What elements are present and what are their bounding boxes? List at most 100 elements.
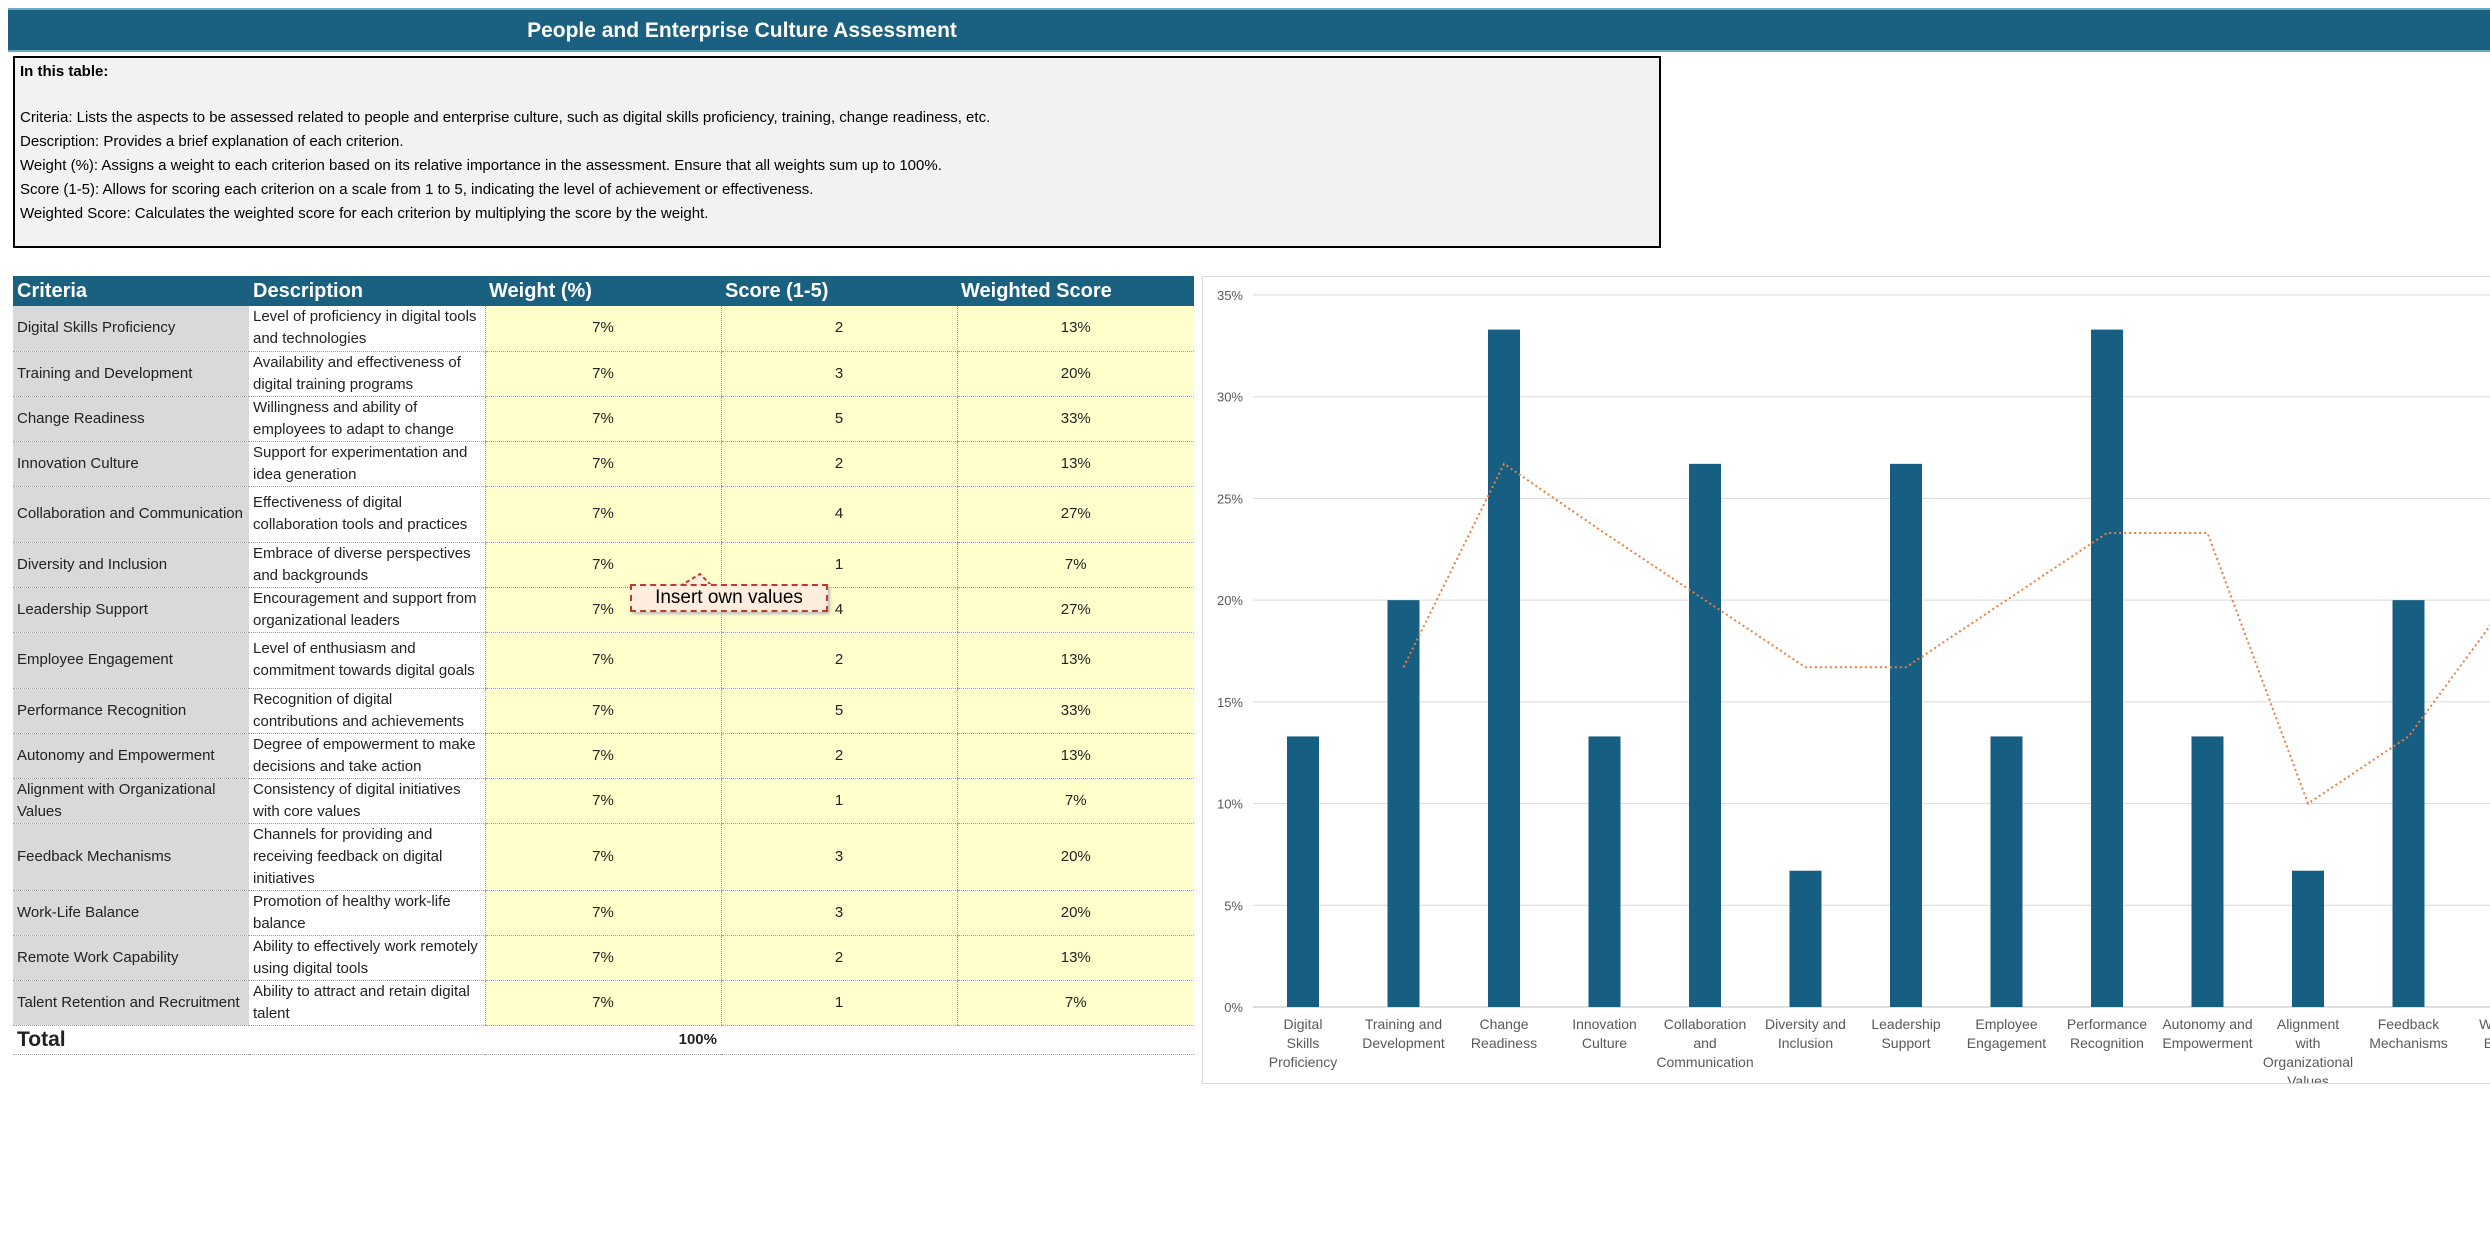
weighted-score-cell[interactable]: 13% <box>956 306 1194 352</box>
weight-cell[interactable]: 7% <box>484 542 721 588</box>
score-cell[interactable]: 1 <box>720 980 957 1026</box>
weighted-score-chart[interactable]: 0% 5% 10% 15% 20% 25% 30% 35% Digital Skills Profi… <box>1202 276 2490 1089</box>
criteria-cell[interactable]: Performance Recognition <box>13 688 249 734</box>
weighted-score-cell[interactable]: 13% <box>956 632 1194 689</box>
info-line: Criteria: Lists the aspects to be assess… <box>20 109 991 126</box>
weight-cell[interactable]: 7% <box>484 688 721 734</box>
trend-line <box>1402 462 2490 806</box>
criteria-cell[interactable]: Autonomy and Empowerment <box>13 733 249 779</box>
weighted-score-cell[interactable]: 7% <box>956 980 1194 1026</box>
weight-cell[interactable]: 7% <box>484 935 721 981</box>
x-tick-label: Performance Recognition <box>2067 1016 2147 1051</box>
weighted-score-cell[interactable]: 13% <box>956 441 1194 487</box>
weight-cell[interactable]: 7% <box>484 980 721 1026</box>
criteria-cell[interactable]: Feedback Mechanisms <box>13 823 249 891</box>
total-empty-cell[interactable] <box>957 1025 1194 1055</box>
total-empty-cell[interactable] <box>249 1025 485 1055</box>
header-weighted-score[interactable]: Weighted Score <box>957 276 1194 306</box>
total-empty-cell[interactable] <box>721 1025 957 1055</box>
x-tick-label: Digital Skills Proficiency <box>1269 1016 1337 1070</box>
description-cell[interactable]: Channels for providing and receiving fee… <box>249 823 485 891</box>
weighted-score-cell[interactable]: 13% <box>956 935 1194 981</box>
weight-cell[interactable]: 7% <box>484 486 721 543</box>
description-cell[interactable]: Encouragement and support from organizat… <box>249 587 485 633</box>
weighted-score-cell[interactable]: 13% <box>956 733 1194 779</box>
weighted-score-cell[interactable]: 20% <box>956 823 1194 891</box>
weight-cell[interactable]: 7% <box>484 733 721 779</box>
criteria-cell[interactable]: Digital Skills Proficiency <box>13 306 249 352</box>
criteria-cell[interactable]: Change Readiness <box>13 396 249 442</box>
weight-cell[interactable]: 7% <box>484 632 721 689</box>
description-cell[interactable]: Willingness and ability of employees to … <box>249 396 485 442</box>
description-cell[interactable]: Recognition of digital contributions and… <box>249 688 485 734</box>
description-cell[interactable]: Support for experimentation and idea gen… <box>249 441 485 487</box>
criteria-cell[interactable]: Employee Engagement <box>13 632 249 689</box>
weighted-score-cell[interactable]: 27% <box>956 486 1194 543</box>
table-row: Training and Development Availability and… <box>13 351 1194 397</box>
weight-cell[interactable]: 7% <box>484 351 721 397</box>
page-title: People and Enterprise Culture Assessment <box>527 19 957 42</box>
header-description[interactable]: Description <box>249 276 485 306</box>
criteria-cell[interactable]: Work-Life Balance <box>13 890 249 936</box>
weighted-score-cell[interactable]: 7% <box>956 778 1194 824</box>
description-cell[interactable]: Availability and effectiveness of digita… <box>249 351 485 397</box>
score-cell[interactable]: 2 <box>720 733 957 779</box>
score-cell[interactable]: 2 <box>720 632 957 689</box>
description-cell[interactable]: Ability to attract and retain digital ta… <box>249 980 485 1026</box>
score-cell[interactable]: 1 <box>720 542 957 588</box>
criteria-cell[interactable]: Diversity and Inclusion <box>13 542 249 588</box>
criteria-cell[interactable]: Alignment with Organizational Values <box>13 778 249 824</box>
score-cell[interactable]: 3 <box>720 823 957 891</box>
criteria-cell[interactable]: Remote Work Capability <box>13 935 249 981</box>
weight-cell[interactable]: 7% <box>484 778 721 824</box>
criteria-cell[interactable]: Talent Retention and Recruitment <box>13 980 249 1026</box>
score-cell[interactable]: 1 <box>720 778 957 824</box>
y-tick-label: 20% <box>1217 593 1243 608</box>
score-cell[interactable]: 2 <box>720 935 957 981</box>
description-cell[interactable]: Embrace of diverse perspectives and back… <box>249 542 485 588</box>
description-cell[interactable]: Effectiveness of digital collaboration t… <box>249 486 485 543</box>
weighted-score-cell[interactable]: 33% <box>956 688 1194 734</box>
weight-cell[interactable]: 7% <box>484 396 721 442</box>
criteria-cell[interactable]: Leadership Support <box>13 587 249 633</box>
y-tick-label: 5% <box>1224 898 1243 913</box>
score-cell[interactable]: 5 <box>720 688 957 734</box>
x-tick-label: Feedback Mechanisms <box>2369 1016 2448 1051</box>
header-score[interactable]: Score (1-5) <box>721 276 957 306</box>
insert-values-callout[interactable]: Insert own values <box>630 584 828 612</box>
description-cell[interactable]: Consistency of digital initiatives with … <box>249 778 485 824</box>
description-cell[interactable]: Degree of empowerment to make decisions … <box>249 733 485 779</box>
description-cell[interactable]: Level of proficiency in digital tools an… <box>249 306 485 352</box>
weighted-score-cell[interactable]: 27% <box>956 587 1194 633</box>
criteria-cell[interactable]: Training and Development <box>13 351 249 397</box>
weighted-score-cell[interactable]: 20% <box>956 890 1194 936</box>
criteria-cell[interactable]: Collaboration and Communication <box>13 486 249 543</box>
score-cell[interactable]: 3 <box>720 890 957 936</box>
y-tick-label: 35% <box>1217 288 1243 303</box>
description-cell[interactable]: Level of enthusiasm and commitment towar… <box>249 632 485 689</box>
weight-cell[interactable]: 7% <box>484 306 721 352</box>
weight-cell[interactable]: 7% <box>484 890 721 936</box>
description-cell[interactable]: Ability to effectively work remotely usi… <box>249 935 485 981</box>
score-cell[interactable]: 3 <box>720 351 957 397</box>
score-cell[interactable]: 5 <box>720 396 957 442</box>
weight-cell[interactable]: 7% <box>484 441 721 487</box>
header-criteria[interactable]: Criteria <box>13 276 249 306</box>
header-weight[interactable]: Weight (%) <box>485 276 721 306</box>
weighted-score-cell[interactable]: 33% <box>956 396 1194 442</box>
criteria-cell[interactable]: Innovation Culture <box>13 441 249 487</box>
score-cell[interactable]: 2 <box>720 306 957 352</box>
bar <box>2292 870 2324 1007</box>
x-tick-label: Leadership Support <box>1871 1016 1940 1051</box>
weight-cell[interactable]: 7% <box>484 823 721 891</box>
bar <box>2191 736 2224 1007</box>
score-cell[interactable]: 2 <box>720 441 957 487</box>
score-cell[interactable]: 4 <box>720 486 957 543</box>
table-row: Collaboration and Communication Effective… <box>13 486 1194 543</box>
total-label[interactable]: Total <box>13 1025 249 1055</box>
description-cell[interactable]: Promotion of healthy work-life balance <box>249 890 485 936</box>
table-body: Digital Skills Proficiency Level of profi… <box>13 306 1194 1055</box>
total-weight[interactable]: 100% <box>485 1025 721 1055</box>
weighted-score-cell[interactable]: 7% <box>956 542 1194 588</box>
weighted-score-cell[interactable]: 20% <box>956 351 1194 397</box>
